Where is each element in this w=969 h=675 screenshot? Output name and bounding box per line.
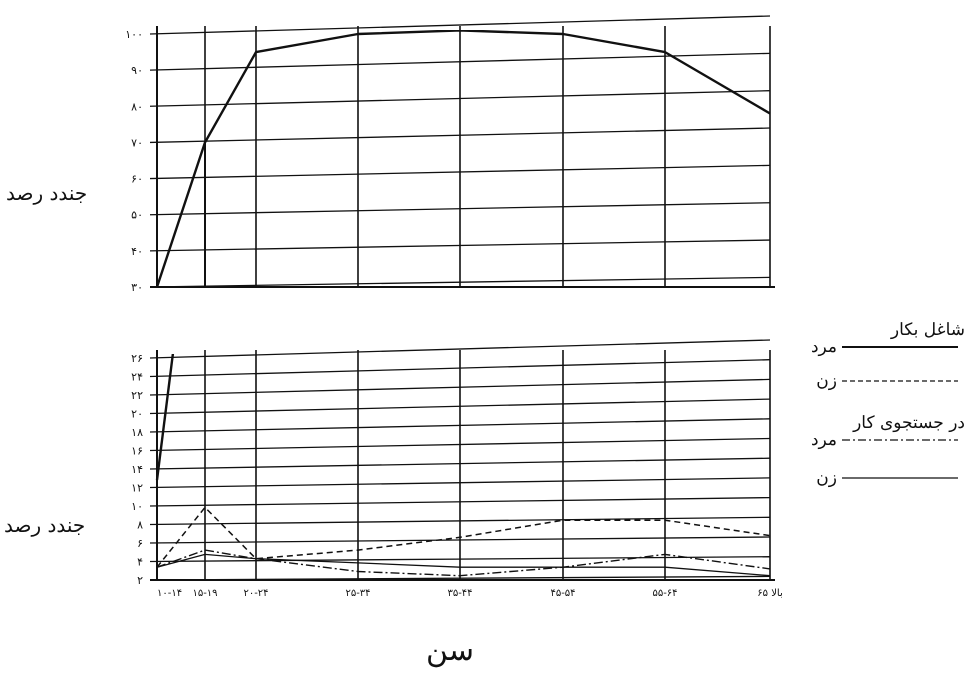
h-gridline <box>149 477 771 489</box>
y-tick-label: ۲۶ <box>131 352 143 365</box>
x-tick-label: ۴۵-۵۴ <box>550 588 575 599</box>
y-tick-label: ۲۲ <box>131 389 143 402</box>
x-axis-label: سن <box>426 633 474 668</box>
top-y-axis-label: جندد رصد <box>6 181 87 205</box>
h-gridline <box>149 437 771 452</box>
h-gridline <box>149 164 771 180</box>
x-tick-label: ۲۰-۲۴ <box>243 588 268 599</box>
legend-seeking-female-label: زن <box>816 468 837 488</box>
h-gridline <box>149 378 771 396</box>
h-gridline <box>149 276 771 288</box>
h-gridline <box>149 90 771 107</box>
h-gridline <box>149 239 771 252</box>
x-tick-label: ۶۵ بالا <box>757 588 782 599</box>
top-panel: ۱۰۰ ۹۰ ۸۰ ۷۰ ۶۰ ۵۰ ۴۰ ۳۰ <box>125 15 775 294</box>
x-tick-label: ۵۵-۶۴ <box>652 588 677 599</box>
h-gridline <box>149 127 771 144</box>
y-tick-label: ۸۰ <box>131 100 143 113</box>
y-tick-label: ۳۰ <box>131 281 143 294</box>
y-tick-label: ۱۰۰ <box>125 28 143 41</box>
y-tick-label: ۴ <box>137 556 143 569</box>
h-gridline <box>149 15 771 35</box>
x-tick-label: ۲۵-۳۴ <box>345 588 370 599</box>
y-tick-label: ۱۲ <box>131 482 143 495</box>
h-gridline <box>149 556 771 563</box>
h-gridline <box>149 418 771 433</box>
bottom-y-axis-label: جندد رصد <box>4 513 85 537</box>
h-gridline <box>149 516 771 526</box>
y-tick-label: ۲۰ <box>131 408 143 421</box>
series-line-dashdot <box>156 549 771 577</box>
y-tick-label: ۲ <box>137 574 143 587</box>
y-tick-label: ۲۴ <box>131 371 143 384</box>
h-gridline <box>149 496 771 507</box>
y-tick-label: ۱۰ <box>131 500 143 513</box>
y-tick-label: ۱۶ <box>131 445 143 458</box>
h-gridline <box>149 339 771 359</box>
h-gridline <box>149 202 771 216</box>
legend-employed-female-label: زن <box>816 371 837 391</box>
y-tick-label: ۱۸ <box>131 426 143 439</box>
h-gridline <box>149 398 771 415</box>
series-line-solid <box>155 30 771 288</box>
h-gridline <box>149 359 771 378</box>
y-tick-label: ۴۰ <box>131 245 143 258</box>
y-tick-label: ۸ <box>137 519 143 532</box>
h-gridline <box>149 457 771 470</box>
h-gridline <box>149 536 771 544</box>
series-line-dashed <box>156 506 771 568</box>
series-line-solid-thin <box>156 553 771 577</box>
y-tick-label: ۱۴ <box>131 463 143 476</box>
y-tick-label: ۷۰ <box>131 136 143 149</box>
legend-seeking-male-label: مرد <box>811 430 837 450</box>
y-tick-label: ۵۰ <box>131 209 143 222</box>
legend-group-seeking: در جستجوی کار <box>852 413 965 433</box>
x-tick-label: ۱۰-۱۴ <box>157 588 182 599</box>
legend-group-employed: شاغل بکار <box>890 320 965 340</box>
y-tick-label: ۹۰ <box>131 64 143 77</box>
legend: شاغل بکار مرد زن در جستجوی کار مرد زن <box>811 320 965 488</box>
h-gridline <box>149 52 771 71</box>
x-tick-label: ۳۵-۴۴ <box>447 588 472 599</box>
y-tick-label: ۶ <box>137 537 143 550</box>
legend-employed-male-label: مرد <box>811 337 837 357</box>
y-tick-label: ۶۰ <box>131 173 143 186</box>
x-tick-label: ۱۵-۱۹ <box>192 588 217 599</box>
bottom-panel: ۲۶ ۲۴ ۲۲ ۲۰ ۱۸ ۱۶ ۱۴ ۱۲ ۱۰ ۸ ۶ ۴ ۲ ۱۰-۱۴ ۱۵-۱۹ ۲۰-۲۴ ۲۵-… <box>131 339 783 599</box>
series-line-solid <box>155 354 175 481</box>
